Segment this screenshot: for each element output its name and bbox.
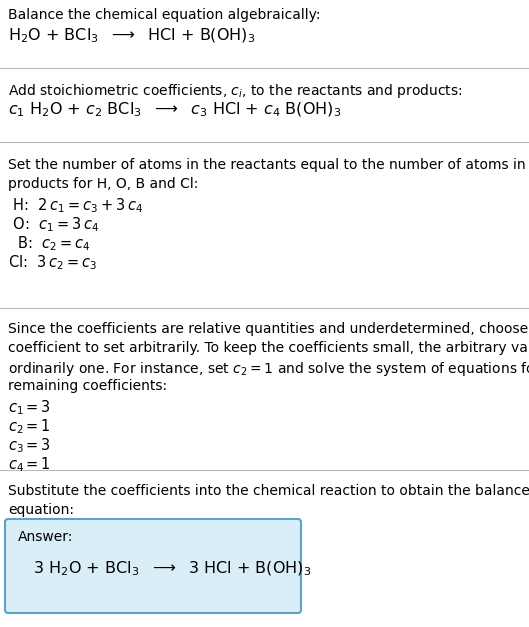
Text: Since the coefficients are relative quantities and underdetermined, choose a: Since the coefficients are relative quan… xyxy=(8,322,529,336)
Text: Balance the chemical equation algebraically:: Balance the chemical equation algebraica… xyxy=(8,8,321,22)
Text: B:  $c_2 = c_4$: B: $c_2 = c_4$ xyxy=(8,234,90,253)
Text: Substitute the coefficients into the chemical reaction to obtain the balanced: Substitute the coefficients into the che… xyxy=(8,484,529,498)
Text: coefficient to set arbitrarily. To keep the coefficients small, the arbitrary va: coefficient to set arbitrarily. To keep … xyxy=(8,341,529,355)
FancyBboxPatch shape xyxy=(5,519,301,613)
Text: Cl:  $3\,c_2 = c_3$: Cl: $3\,c_2 = c_3$ xyxy=(8,253,97,271)
Text: O:  $c_1 = 3\,c_4$: O: $c_1 = 3\,c_4$ xyxy=(8,215,99,234)
Text: Answer:: Answer: xyxy=(18,530,74,544)
Text: H$_2$O + BCl$_3$  $\longrightarrow$  HCl + B(OH)$_3$: H$_2$O + BCl$_3$ $\longrightarrow$ HCl +… xyxy=(8,27,256,45)
Text: $c_1$ H$_2$O + $c_2$ BCl$_3$  $\longrightarrow$  $c_3$ HCl + $c_4$ B(OH)$_3$: $c_1$ H$_2$O + $c_2$ BCl$_3$ $\longright… xyxy=(8,101,341,119)
Text: ordinarily one. For instance, set $c_2 = 1$ and solve the system of equations fo: ordinarily one. For instance, set $c_2 =… xyxy=(8,360,529,378)
Text: Add stoichiometric coefficients, $c_i$, to the reactants and products:: Add stoichiometric coefficients, $c_i$, … xyxy=(8,82,463,100)
Text: equation:: equation: xyxy=(8,503,74,517)
Text: remaining coefficients:: remaining coefficients: xyxy=(8,379,167,393)
Text: Set the number of atoms in the reactants equal to the number of atoms in the: Set the number of atoms in the reactants… xyxy=(8,158,529,172)
Text: H:  $2\,c_1 = c_3 + 3\,c_4$: H: $2\,c_1 = c_3 + 3\,c_4$ xyxy=(8,196,143,214)
Text: $c_1 = 3$: $c_1 = 3$ xyxy=(8,398,51,417)
Text: $c_4 = 1$: $c_4 = 1$ xyxy=(8,455,51,474)
Text: 3 H$_2$O + BCl$_3$  $\longrightarrow$  3 HCl + B(OH)$_3$: 3 H$_2$O + BCl$_3$ $\longrightarrow$ 3 H… xyxy=(18,560,311,578)
Text: $c_2 = 1$: $c_2 = 1$ xyxy=(8,417,51,436)
Text: products for H, O, B and Cl:: products for H, O, B and Cl: xyxy=(8,177,198,191)
Text: $c_3 = 3$: $c_3 = 3$ xyxy=(8,436,51,455)
